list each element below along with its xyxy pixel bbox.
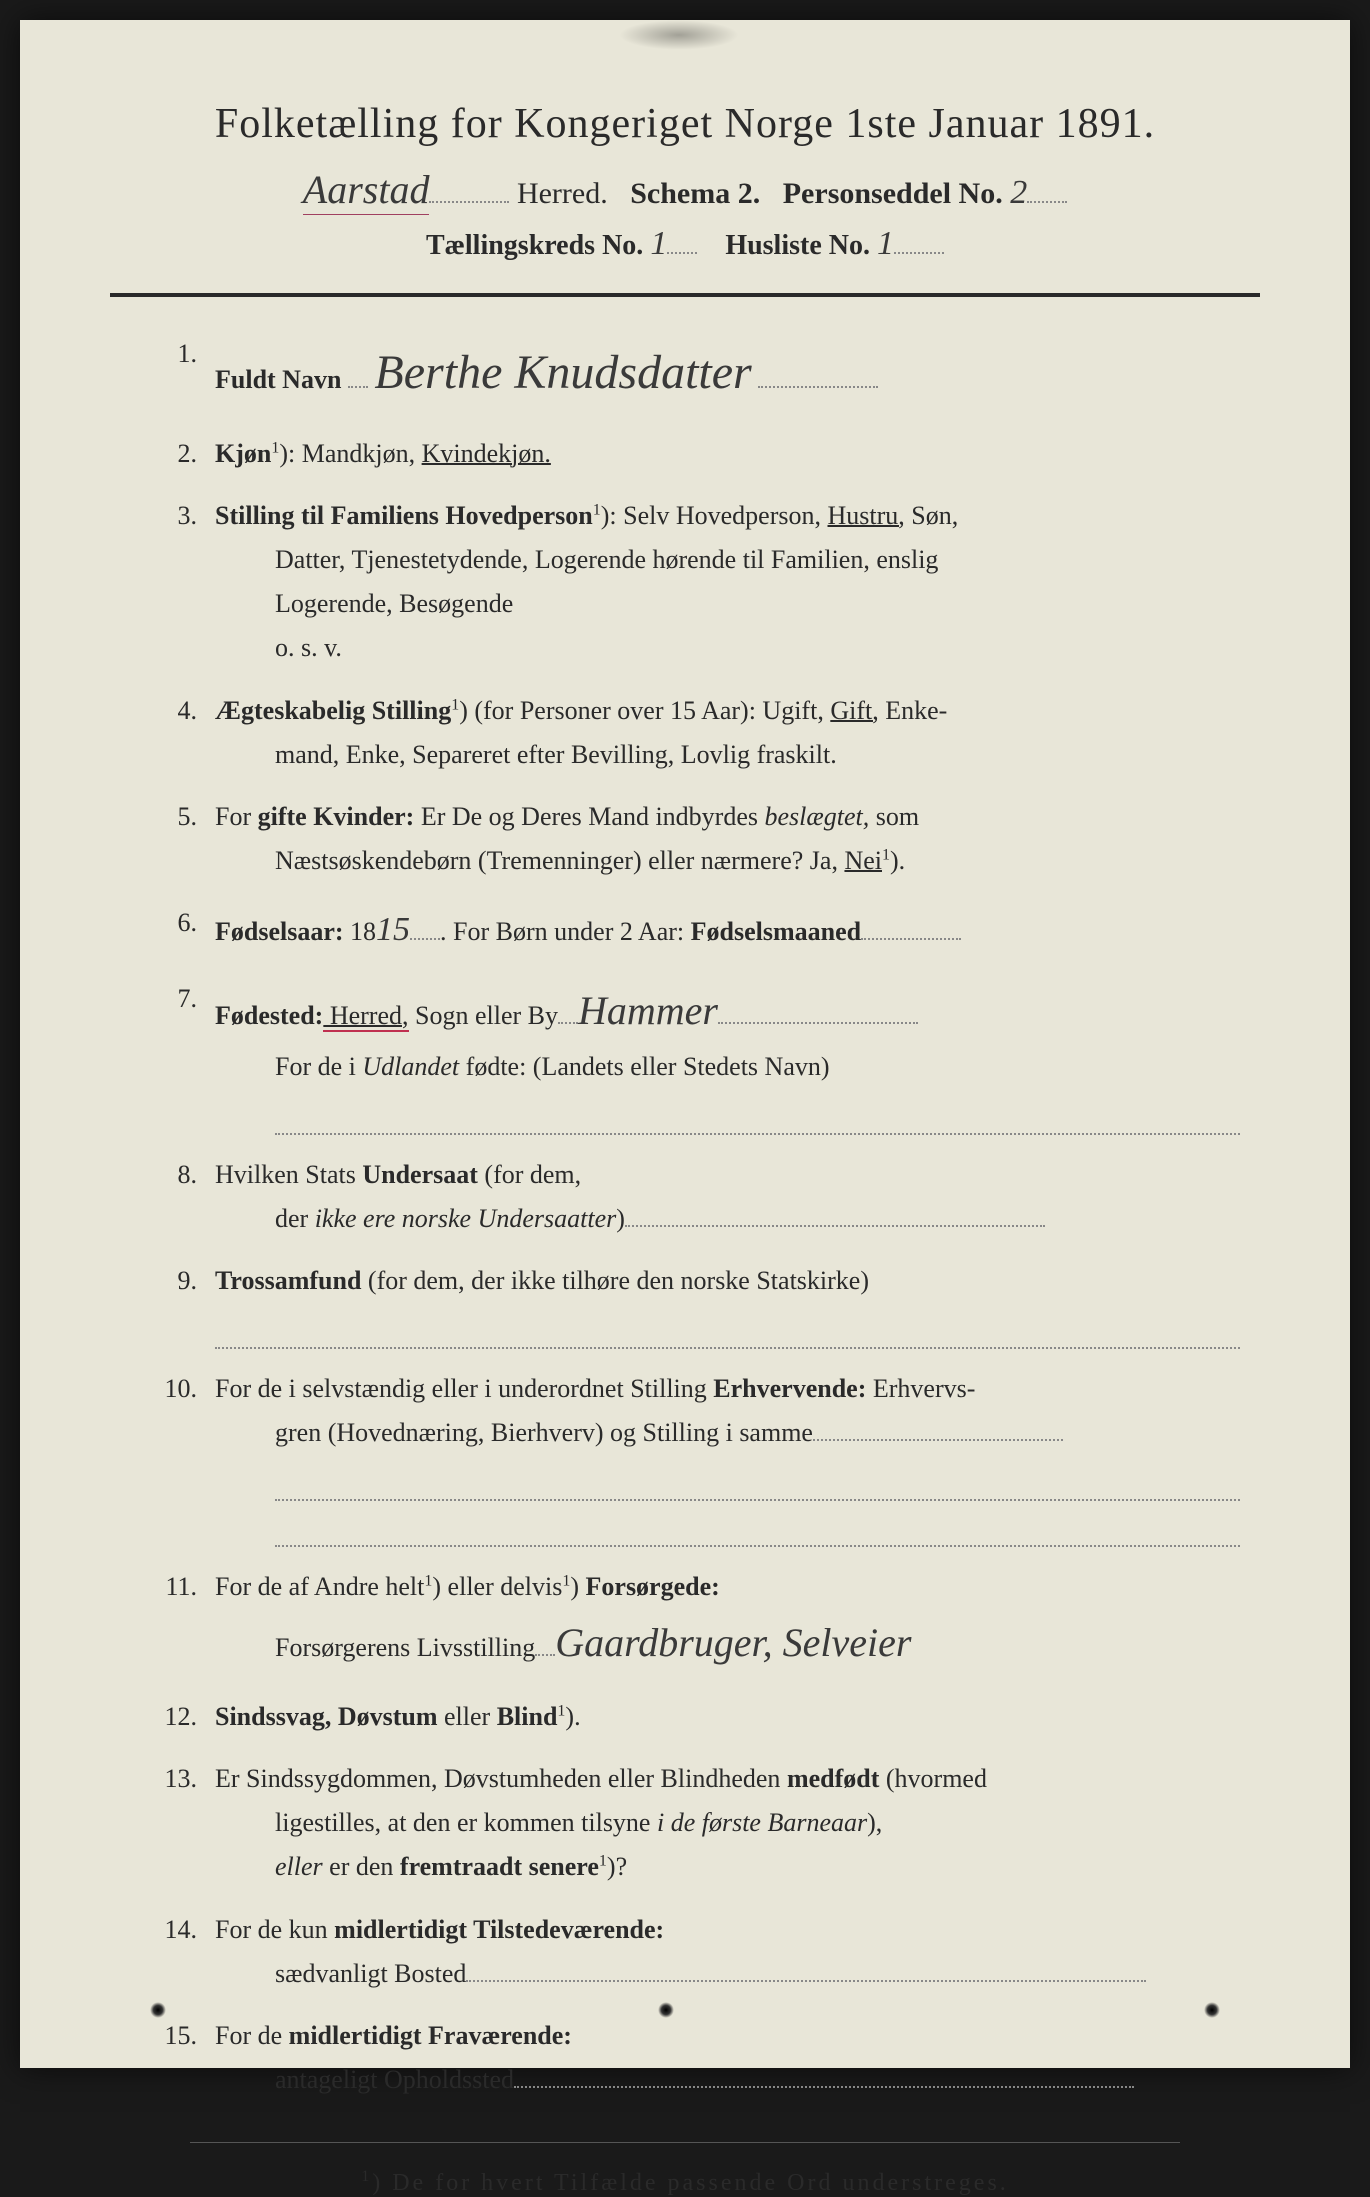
header-row-1: Aarstad Herred. Schema 2. Personseddel N… — [110, 166, 1260, 213]
husliste-label: Husliste No. — [725, 230, 870, 261]
label-fodested: Fødested: — [215, 1001, 323, 1030]
punch-hole-icon — [150, 2002, 166, 2018]
label-trossamfund: Trossamfund — [215, 1266, 361, 1295]
schema-label: Schema 2. — [630, 177, 760, 210]
herred-label: Herred. — [517, 177, 608, 210]
taellingskreds-value: 1 — [650, 225, 667, 262]
item-6-birthyear: 6. Fødselsaar: 1815. For Børn under 2 Aa… — [160, 901, 1240, 959]
item-10-occupation: 10. For de i selvstændig eller i underor… — [160, 1367, 1240, 1547]
header-divider — [110, 293, 1260, 297]
item-3-relation: 3. Stilling til Familiens Hovedperson1):… — [160, 494, 1240, 671]
form-body: 1. Fuldt Navn Berthe Knudsdatter 2. Kjøn… — [110, 332, 1260, 2102]
form-header: Folketælling for Kongeriget Norge 1ste J… — [110, 100, 1260, 263]
item-2-sex: 2. Kjøn1): Mandkjøn, Kvindekjøn. — [160, 432, 1240, 476]
census-form-page: Folketælling for Kongeriget Norge 1ste J… — [20, 20, 1350, 2068]
label-aegteskab: Ægteskabelig Stilling — [215, 696, 451, 725]
item-14-temp-present: 14. For de kun midlertidigt Tilstedevære… — [160, 1908, 1240, 1996]
header-row-2: Tællingskreds No. 1 Husliste No. 1 — [110, 225, 1260, 263]
form-title: Folketælling for Kongeriget Norge 1ste J… — [110, 100, 1260, 148]
item-8-citizenship: 8. Hvilken Stats Undersaat (for dem, der… — [160, 1153, 1240, 1241]
selected-gift: Gift, — [830, 696, 878, 725]
item-12-disability: 12. Sindssvag, Døvstum eller Blind1). — [160, 1695, 1240, 1739]
selected-herred: Herred, — [323, 1001, 408, 1032]
item-5-related: 5. For gifte Kvinder: Er De og Deres Man… — [160, 795, 1240, 883]
label-gifte-kvinder: gifte Kvinder: — [258, 802, 415, 831]
label-stilling: Stilling til Familiens Hovedperson — [215, 501, 593, 530]
item-9-religion: 9. Trossamfund (for dem, der ikke tilhør… — [160, 1259, 1240, 1349]
selected-kvindekjon: Kvindekjøn. — [422, 439, 551, 468]
personseddel-label: Personseddel No. — [783, 177, 1003, 210]
item-13-congenital: 13. Er Sindssygdommen, Døvstumheden elle… — [160, 1757, 1240, 1890]
label-fodselsaar: Fødselsaar: — [215, 917, 344, 946]
selected-hustru: Hustru, — [828, 501, 905, 530]
label-kjon: Kjøn — [215, 439, 271, 468]
footnote-divider — [190, 2142, 1180, 2143]
punch-hole-icon — [1204, 2002, 1220, 2018]
taellingskreds-label: Tællingskreds No. — [426, 230, 643, 261]
item-1-name: 1. Fuldt Navn Berthe Knudsdatter — [160, 332, 1240, 414]
item-15-temp-absent: 15. For de midlertidigt Fraværende: anta… — [160, 2014, 1240, 2102]
item-4-marital: 4. Ægteskabelig Stilling1) (for Personer… — [160, 689, 1240, 777]
selected-nei: Nei — [844, 846, 882, 875]
herred-value: Aarstad — [303, 167, 430, 215]
value-birthplace: Hammer — [578, 988, 718, 1033]
item-11-provider: 11. For de af Andre helt1) eller delvis1… — [160, 1565, 1240, 1677]
value-name: Berthe Knudsdatter — [374, 346, 751, 399]
footnote: 1) De for hvert Tilfælde passende Ord un… — [110, 2168, 1260, 2197]
item-7-birthplace: 7. Fødested: Herred, Sogn eller ByHammer… — [160, 977, 1240, 1135]
label-fuldt-navn: Fuldt Navn — [215, 365, 341, 394]
personseddel-value: 2 — [1010, 174, 1027, 211]
value-provider: Gaardbruger, Selveier — [555, 1620, 911, 1665]
value-birthyear: 15 — [376, 911, 410, 948]
husliste-value: 1 — [877, 225, 894, 262]
